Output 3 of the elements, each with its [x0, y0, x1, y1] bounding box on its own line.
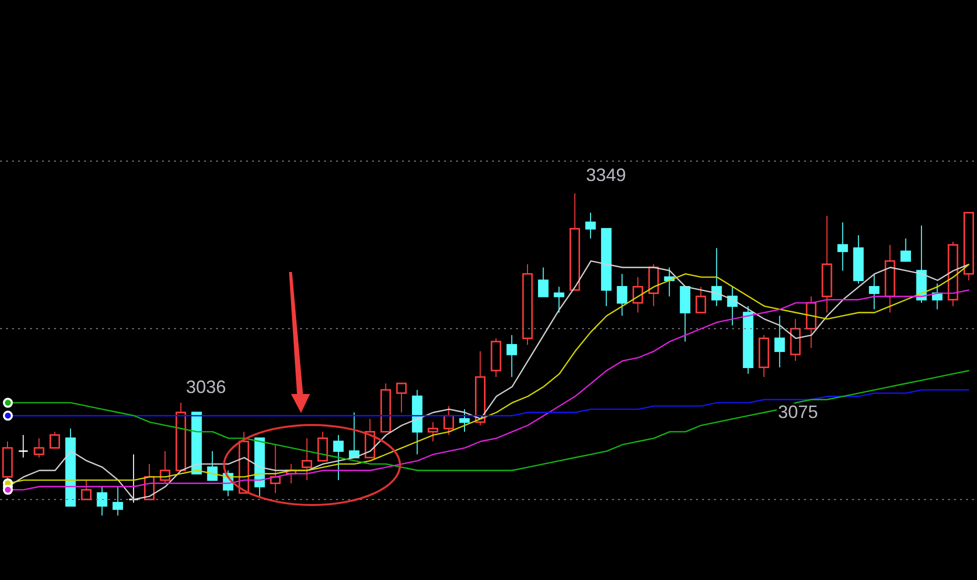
text: 3349	[586, 165, 626, 185]
annotation: 3075	[778, 402, 818, 422]
annotation: 3036	[186, 377, 226, 397]
